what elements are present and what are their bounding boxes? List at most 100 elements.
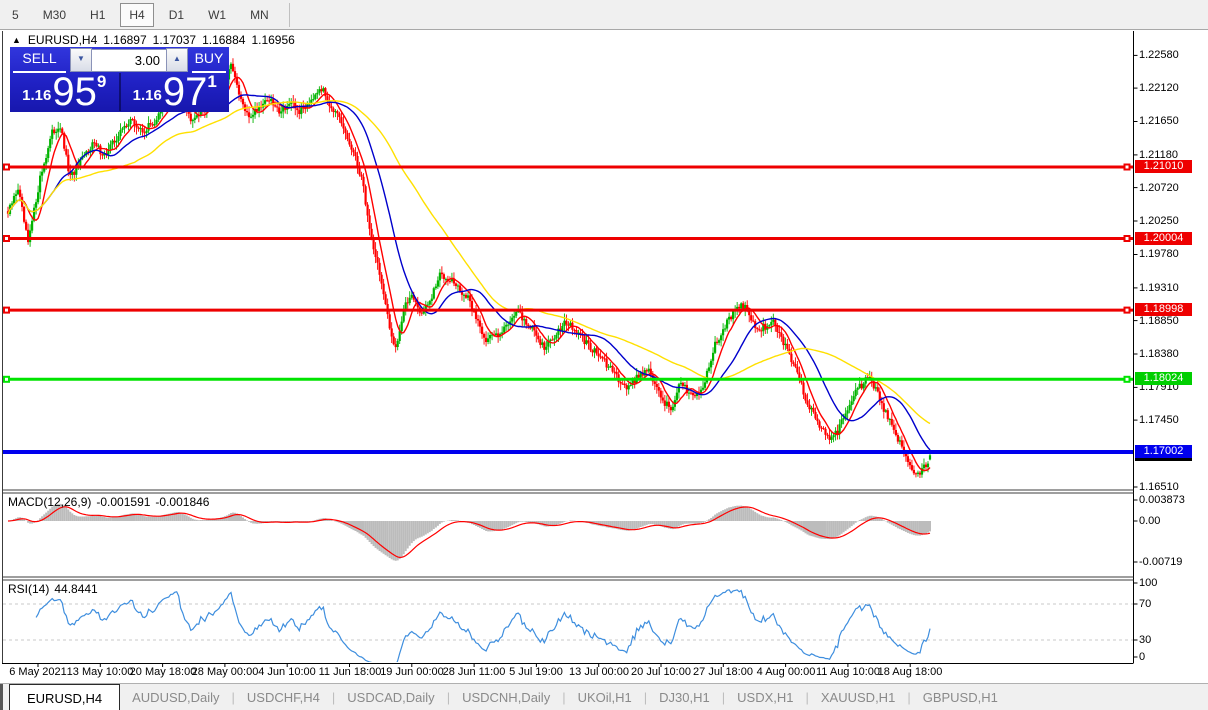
timeframe-button-h1[interactable]: H1 [90,7,106,22]
chart-low-value: 1.16884 [202,33,246,47]
rsi-tick-label: 0 [1139,651,1146,663]
time-axis-label: 13 May 10:00 [66,666,134,678]
one-click-collapse-icon[interactable]: ▲ [12,35,21,45]
timeframe-toolbar: 5 M30 H1 H4 D1 W1 MN [0,0,1208,30]
price-tick-label: 1.16510 [1139,481,1179,493]
rsi-line [35,589,931,662]
rsi-tick-label: 30 [1139,634,1152,646]
chart-tab-ukoil-h1[interactable]: UKOil,H1 [577,690,632,705]
time-axis-label: 11 Jun 18:00 [318,666,382,678]
time-axis-label: 19 Jun 00:00 [380,666,444,678]
volume-down-button[interactable]: ▼ [70,48,92,72]
rsi-label: RSI(14) 44.8441 [8,582,98,596]
chart-tab-usdchf-h4[interactable]: USDCHF,H4 [246,690,320,705]
chart-tab-xauusd-h1[interactable]: XAUUSD,H1 [820,690,896,705]
macd-tick-label: 0.003873 [1139,494,1185,506]
sell-price-display[interactable]: 1.16 95 9 [10,72,119,112]
timeframe-button-h4[interactable]: H4 [120,2,154,27]
rsi-indicator [35,589,931,662]
tabbar-edge [0,684,3,710]
time-axis-label: 4 Jun 10:00 [258,666,316,678]
line-anchor-center [5,165,8,169]
line-anchor-center [5,308,8,312]
tab-separator: | [643,690,648,705]
price-divider [118,73,121,111]
time-axis-label: 4 Aug 00:00 [756,666,816,678]
chart-tab-bar: EURUSD,H4 AUDUSD,Daily | USDCHF,H4 | USDCAD,D… [0,683,1208,710]
macd-indicator [7,503,931,561]
chart-close-value: 1.16956 [251,33,295,47]
buy-price-big: 97 [162,70,208,114]
line-anchor-center [1125,237,1129,240]
time-axis-label: 5 Jul 19:00 [509,666,563,678]
spinner-down-icon: ▼ [77,54,85,63]
chart-tab-usdcad-daily[interactable]: USDCAD,Daily [347,690,435,705]
line-price-label-1.18998: 1.18998 [1135,303,1192,316]
volume-input[interactable]: 3.00 [92,48,166,72]
tab-separator: | [231,690,235,705]
price-tick-label: 1.18380 [1139,348,1179,360]
chart-tab-gbpusd-h1[interactable]: GBPUSD,H1 [922,690,998,705]
macd-tick-label: -0.00719 [1139,556,1183,568]
price-tick-label: 1.17450 [1139,414,1179,426]
tab-separator: | [446,690,451,705]
line-price-label-1.18024: 1.18024 [1135,372,1192,385]
ma-8-line [7,76,931,472]
line-anchor-center [1125,377,1129,381]
price-tick-label: 1.19780 [1139,248,1179,260]
chart-tab-dj30-h1[interactable]: DJ30,H1 [659,690,710,705]
chart-ohlc-header: ▲ EURUSD,H4 1.16897 1.17037 1.16884 1.16… [12,33,301,47]
line-anchor-center [5,377,8,381]
buy-button[interactable]: BUY [192,47,226,73]
timeframe-button-w1[interactable]: W1 [208,7,227,22]
time-axis-label: 27 Jul 18:00 [693,666,753,678]
price-tick-label: 1.22580 [1139,49,1179,61]
chart-open-value: 1.16897 [103,33,147,47]
chart-tab-usdcnh-daily[interactable]: USDCNH,Daily [462,690,551,705]
line-anchor-center [1125,165,1129,169]
sell-price-sup: 9 [96,72,107,91]
macd-label: MACD(12,26,9) -0.001591 -0.001846 [8,495,210,509]
one-click-trading-panel: SELL ▼ 3.00 ▲ BUY 1.16 95 9 1.16 97 1 [10,47,229,112]
price-tick-label: 1.21650 [1139,115,1179,127]
tab-separator: | [331,690,336,705]
timeframe-button-d1[interactable]: D1 [168,7,185,22]
sell-button[interactable]: SELL [13,47,66,73]
time-axis-label: 28 May 00:00 [191,666,259,678]
tab-separator: | [721,690,726,705]
chart-symbol-period: EURUSD,H4 [27,33,98,47]
ma-64-line [7,99,931,425]
price-tick-label: 1.20250 [1139,215,1179,227]
buy-price-sup: 1 [207,72,217,91]
candlestick-series [6,58,932,478]
price-tick-label: 1.20720 [1139,182,1179,194]
time-axis-label: 28 Jun 11:00 [442,666,506,678]
rsi-tick-label: 100 [1139,577,1158,589]
chart-tab-audusd-daily[interactable]: AUDUSD,Daily [132,690,220,705]
line-price-label-1.17002: 1.17002 [1135,445,1192,458]
toolbar-separator [288,2,290,27]
price-tick-label: 1.18850 [1139,315,1179,327]
line-anchor-center [1125,308,1129,312]
chart-high-value: 1.17037 [152,33,197,47]
spinner-up-icon: ▲ [173,54,181,63]
chart-tab-eurusd-h4[interactable]: EURUSD,H4 [9,684,121,710]
rsi-tick-label: 70 [1139,598,1152,610]
volume-up-button[interactable]: ▲ [166,48,188,72]
price-tick-label: 1.21180 [1139,149,1178,161]
macd-tick-label: 0.00 [1139,515,1161,527]
timeframe-button-5[interactable]: 5 [12,7,19,22]
time-axis-label: 20 May 18:00 [129,666,197,678]
sell-price-prefix: 1.16 [22,87,52,104]
tab-separator: | [907,690,911,705]
timeframe-button-mn[interactable]: MN [250,7,269,22]
time-axis-label: 18 Aug 18:00 [877,666,943,678]
ma-24-line [7,94,931,451]
timeframe-button-m30[interactable]: M30 [42,7,67,22]
line-price-label-1.20004: 1.20004 [1135,232,1192,245]
time-axis-label: 20 Jul 10:00 [631,666,691,678]
time-axis-label: 6 May 2021 [9,666,67,678]
time-axis-label: 11 Aug 10:00 [815,666,881,678]
chart-tab-usdx-h1[interactable]: USDX,H1 [737,690,794,705]
buy-price-display[interactable]: 1.16 97 1 [121,70,230,114]
